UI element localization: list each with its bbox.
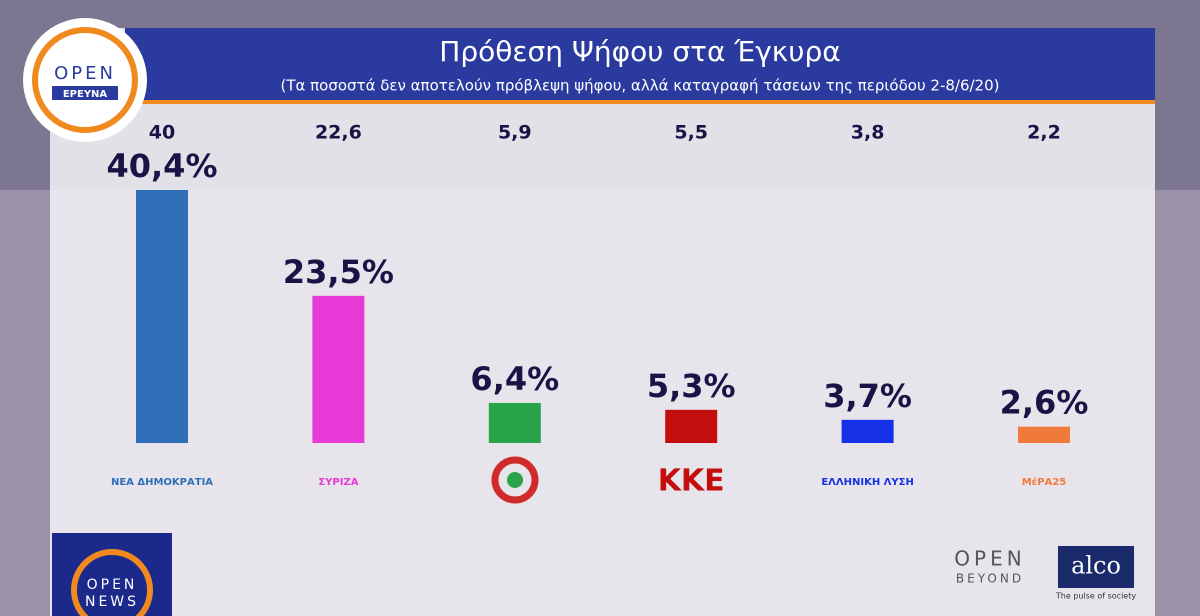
bar <box>136 190 188 443</box>
beyond-text: OPEN <box>954 547 1025 571</box>
bar <box>665 409 718 443</box>
value-label: 6,4% <box>470 360 559 398</box>
alco-text: alco <box>1071 552 1121 580</box>
news-text: OPEN <box>87 577 138 593</box>
logo-ring <box>32 27 138 133</box>
value-label: 2,6% <box>1000 384 1089 422</box>
logo-circle <box>23 18 147 142</box>
reference-label: 3,8 <box>851 122 885 144</box>
value-label: 40,4% <box>106 147 217 185</box>
logo-subtext: ΕΡΕΥΝΑ <box>63 89 108 100</box>
alco-box <box>1058 546 1134 588</box>
news-box <box>52 533 172 616</box>
chart-title: Πρόθεση Ψήφου στα Έγκυρα <box>439 35 840 68</box>
party-logo <box>507 472 523 488</box>
logo-badge <box>52 86 118 100</box>
bar <box>312 295 365 443</box>
category-label: ΝΕΑ ΔΗΜΟΚΡΑΤΙΑ <box>111 477 213 488</box>
value-label: 3,7% <box>823 377 912 415</box>
party-logo <box>491 456 539 504</box>
reference-label: 5,9 <box>498 122 532 144</box>
reference-label: 40 <box>149 122 175 144</box>
value-label: 23,5% <box>283 253 394 291</box>
bar <box>841 419 894 443</box>
news-ring <box>71 549 153 616</box>
category-label: ΕΛΛΗΝΙΚΗ ΛΥΣΗ <box>821 477 914 488</box>
panel <box>50 28 1155 616</box>
category-label: ΣΥΡΙΖΑ <box>318 477 358 488</box>
news-subtext: NEWS <box>85 594 139 610</box>
title-underline <box>125 100 1155 104</box>
category-label: ΜέΡΑ25 <box>1022 476 1067 488</box>
alco-tagline: The pulse of society <box>1055 592 1136 601</box>
chart-subtitle: (Τα ποσοστά δεν αποτελούν πρόβλεψη ψήφου… <box>280 77 999 95</box>
reference-label: 22,6 <box>315 122 362 144</box>
beyond-subtext: BEYOND <box>956 572 1024 586</box>
value-label: 5,3% <box>647 367 736 405</box>
title-band <box>125 28 1155 100</box>
category-label: ΚΚΕ <box>658 464 725 499</box>
reference-label: 5,5 <box>674 122 708 144</box>
bar <box>488 402 541 443</box>
reference-label: 2,2 <box>1027 122 1061 144</box>
logo-text: OPEN <box>54 63 116 84</box>
bar <box>1018 426 1070 443</box>
